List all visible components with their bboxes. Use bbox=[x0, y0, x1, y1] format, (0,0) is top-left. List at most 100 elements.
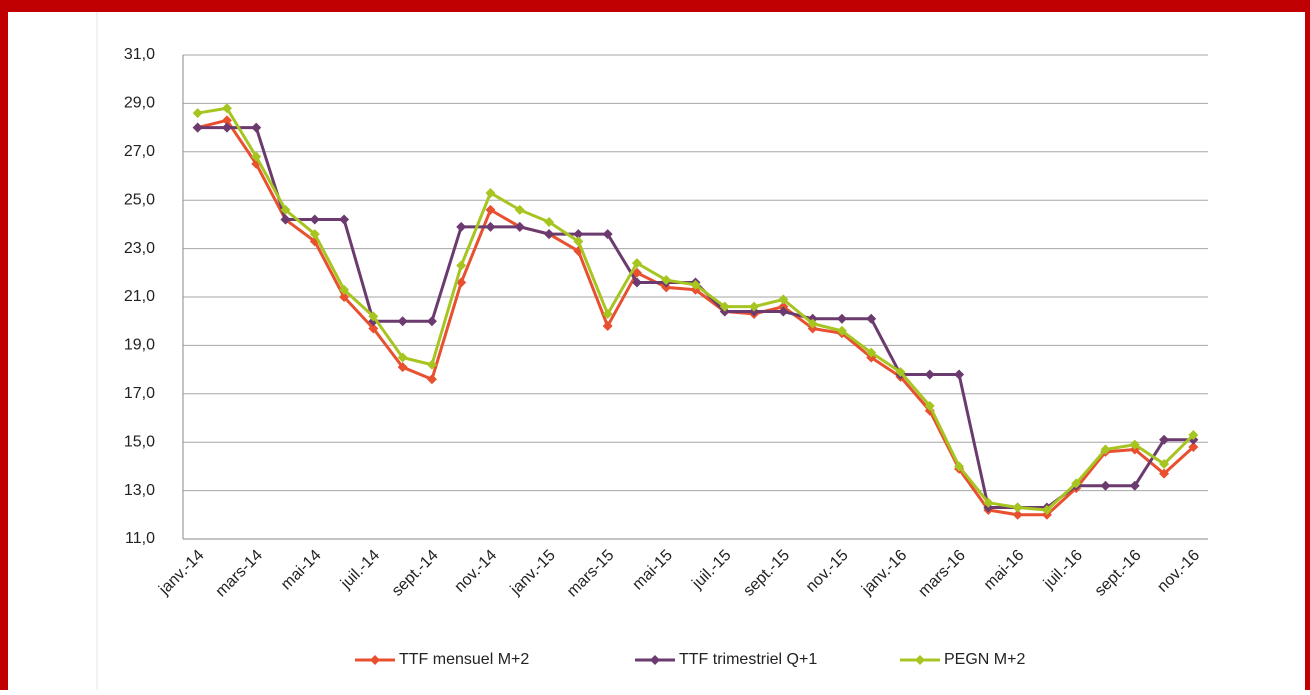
point bbox=[1159, 434, 1170, 445]
x-tick-label: juil.-14 bbox=[337, 547, 383, 593]
x-tick-label: nov.-15 bbox=[803, 547, 852, 596]
point bbox=[778, 294, 789, 305]
legend-marker bbox=[650, 655, 660, 665]
legend-label: PEGN M+2 bbox=[944, 651, 1025, 668]
point bbox=[1071, 478, 1082, 489]
point bbox=[983, 497, 994, 508]
x-tick-label: sept.-15 bbox=[740, 547, 793, 600]
point bbox=[280, 204, 291, 215]
point bbox=[602, 321, 613, 332]
x-tick-label: mars-16 bbox=[915, 547, 969, 601]
point bbox=[397, 352, 408, 363]
point bbox=[1188, 429, 1199, 440]
series-line bbox=[197, 106, 1195, 512]
series-line bbox=[197, 118, 1195, 517]
point bbox=[1100, 480, 1111, 491]
point bbox=[631, 277, 642, 288]
point bbox=[514, 221, 525, 232]
point bbox=[1012, 509, 1023, 520]
x-tick-label: sept.-14 bbox=[389, 547, 442, 600]
point bbox=[895, 367, 906, 378]
top-bar bbox=[0, 0, 1310, 12]
point bbox=[1159, 458, 1170, 469]
point bbox=[602, 308, 613, 319]
x-tick-label: janv.-16 bbox=[858, 547, 910, 599]
point bbox=[485, 204, 496, 215]
point bbox=[1012, 502, 1023, 513]
point bbox=[456, 277, 467, 288]
point bbox=[397, 316, 408, 327]
point bbox=[339, 284, 350, 295]
point bbox=[221, 115, 232, 126]
y-tick-label: 25,0 bbox=[124, 191, 155, 208]
point bbox=[426, 374, 437, 385]
point bbox=[1129, 439, 1140, 450]
x-tick-label: mai-14 bbox=[278, 547, 325, 594]
x-tick-label: mars-15 bbox=[564, 547, 618, 601]
x-tick-label: mai-16 bbox=[981, 547, 1028, 594]
point bbox=[368, 323, 379, 334]
point bbox=[866, 313, 877, 324]
point bbox=[397, 362, 408, 373]
point bbox=[573, 236, 584, 247]
point bbox=[309, 229, 320, 240]
point bbox=[749, 301, 760, 312]
right-border bbox=[1305, 0, 1310, 690]
point bbox=[573, 229, 584, 240]
point bbox=[1100, 444, 1111, 455]
point bbox=[251, 151, 262, 162]
y-tick-label: 29,0 bbox=[124, 95, 155, 112]
y-tick-label: 15,0 bbox=[124, 433, 155, 450]
y-tick-label: 17,0 bbox=[124, 385, 155, 402]
legend-marker bbox=[915, 655, 925, 665]
point bbox=[866, 347, 877, 358]
x-tick-label: nov.-14 bbox=[451, 547, 500, 596]
point bbox=[426, 316, 437, 327]
point bbox=[1041, 504, 1052, 515]
point bbox=[719, 301, 730, 312]
point bbox=[954, 461, 965, 472]
point bbox=[456, 260, 467, 271]
x-tick-label: nov.-16 bbox=[1154, 547, 1203, 596]
x-tick-label: mai-15 bbox=[629, 547, 676, 594]
point bbox=[690, 279, 701, 290]
point bbox=[836, 325, 847, 336]
point bbox=[456, 221, 467, 232]
point bbox=[426, 359, 437, 370]
point bbox=[924, 400, 935, 411]
point bbox=[544, 229, 555, 240]
x-tick-label: janv.-15 bbox=[507, 547, 559, 599]
y-tick-label: 11,0 bbox=[125, 530, 155, 547]
point bbox=[485, 221, 496, 232]
point bbox=[309, 214, 320, 225]
point bbox=[251, 122, 262, 133]
y-tick-label: 23,0 bbox=[124, 240, 155, 257]
point bbox=[544, 216, 555, 227]
y-tick-label: 27,0 bbox=[124, 143, 155, 160]
point bbox=[631, 258, 642, 269]
point bbox=[1188, 442, 1199, 453]
y-tick-label: 19,0 bbox=[124, 337, 155, 354]
point bbox=[514, 204, 525, 215]
point bbox=[954, 369, 965, 380]
point bbox=[661, 275, 672, 286]
y-tick-label: 31,0 bbox=[124, 46, 155, 63]
y-tick-label: 13,0 bbox=[124, 482, 155, 499]
legend-label: TTF trimestriel Q+1 bbox=[679, 651, 817, 668]
legend-label: TTF mensuel M+2 bbox=[399, 651, 529, 668]
point bbox=[280, 214, 291, 225]
point bbox=[924, 369, 935, 380]
point bbox=[192, 122, 203, 133]
x-tick-label: sept.-16 bbox=[1092, 547, 1145, 600]
point bbox=[778, 306, 789, 317]
y-tick-label: 21,0 bbox=[124, 288, 155, 305]
x-tick-label: janv.-14 bbox=[155, 547, 207, 599]
point bbox=[1159, 468, 1170, 479]
x-tick-label: juil.-15 bbox=[689, 547, 735, 593]
point bbox=[368, 311, 379, 322]
point bbox=[221, 122, 232, 133]
point bbox=[192, 108, 203, 119]
point bbox=[1129, 480, 1140, 491]
point bbox=[602, 229, 613, 240]
